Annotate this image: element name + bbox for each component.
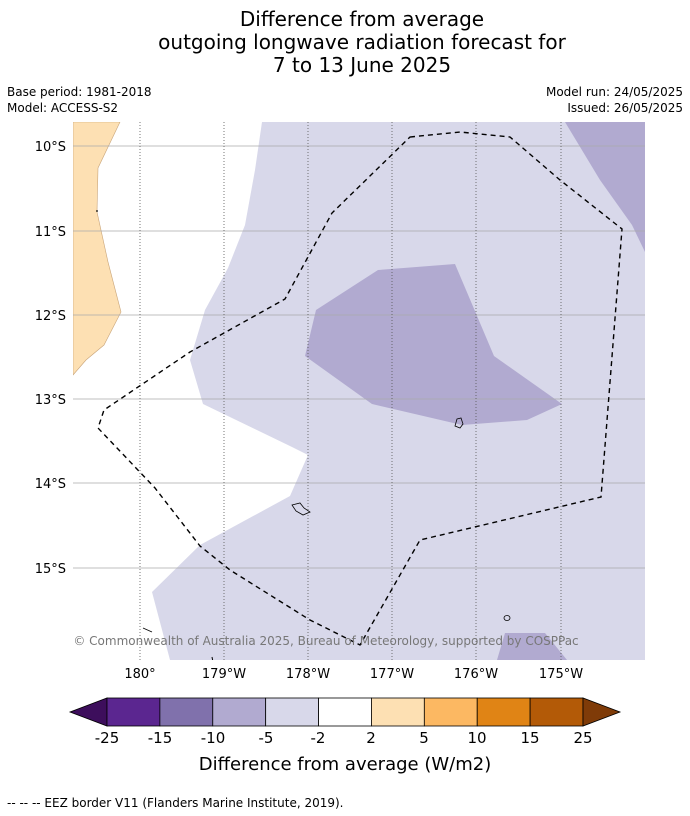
island-4 [142, 627, 153, 633]
attribution-text: © Commonwealth of Australia 2025, Bureau… [73, 634, 578, 648]
land-fiji [73, 122, 122, 376]
lon-label-177w: 177°W [370, 667, 414, 682]
colorbar-tick-15: 15 [520, 729, 539, 747]
colorbar-tick-labels: -25 -15 -10 -5 -2 2 5 10 15 25 [95, 729, 593, 747]
model-run: Model run: 24/05/2025 [545, 85, 683, 99]
island-1 [454, 417, 464, 429]
lon-label-175w: 175°W [539, 667, 583, 682]
issued-date: Issued: 26/05/2025 [567, 101, 683, 115]
title-line-2: outgoing longwave radiation forecast for [158, 30, 566, 54]
colorbar: -25 -15 -10 -5 -2 2 5 10 15 25 Differenc… [68, 697, 622, 775]
colorbar-segment-3 [265, 697, 319, 727]
colorbar-title: Difference from average (W/m2) [199, 754, 491, 775]
colorbar-segment-1 [159, 697, 214, 727]
colorbar-arrow-low [68, 697, 108, 727]
colorbar-tick-neg25: -25 [95, 729, 120, 747]
anomaly-region-medium-northeast [565, 122, 645, 252]
colorbar-segment-5 [371, 697, 425, 727]
colorbar-segment-7 [476, 697, 531, 727]
longitude-labels: 180° 179°W 178°W 177°W 176°W 175°W [124, 667, 583, 682]
lat-label-10s: 10°S [35, 140, 66, 155]
lat-label-11s: 11°S [35, 225, 66, 240]
island-2 [291, 502, 311, 516]
colorbar-tick-5: 5 [419, 729, 429, 747]
title-line-1: Difference from average [239, 7, 485, 31]
colorbar-segments [106, 697, 584, 727]
colorbar-segment-4 [318, 697, 372, 727]
colorbar-tick-neg5: -5 [259, 729, 274, 747]
island-5 [211, 656, 214, 660]
base-period: Base period: 1981-2018 [7, 85, 152, 99]
lat-label-12s: 12°S [35, 309, 66, 324]
lat-label-13s: 13°S [35, 393, 66, 408]
colorbar-segment-8 [529, 697, 584, 727]
lon-label-179w: 179°W [202, 667, 246, 682]
colorbar-segment-0 [106, 697, 161, 727]
colorbar-tick-neg2: -2 [311, 729, 326, 747]
island-6 [96, 210, 98, 212]
map-area: © Commonwealth of Australia 2025, Bureau… [73, 122, 645, 660]
model-name: Model: ACCESS-S2 [7, 101, 119, 115]
map-title: Difference from average outgoing longwav… [0, 8, 690, 77]
lat-label-15s: 15°S [35, 562, 66, 577]
lon-label-176w: 176°W [454, 667, 498, 682]
gridlines [73, 122, 645, 660]
lon-label-178w: 178°W [286, 667, 330, 682]
colorbar-tick-neg10: -10 [201, 729, 226, 747]
colorbar-arrow-high [582, 697, 622, 727]
lat-label-14s: 14°S [35, 477, 66, 492]
colorbar-tick-neg15: -15 [148, 729, 173, 747]
colorbar-segment-2 [212, 697, 267, 727]
eez-legend-note: -- -- -- EEZ border V11 (Flanders Marine… [7, 796, 344, 810]
eez-border [97, 131, 623, 646]
lon-label-180: 180° [124, 667, 155, 682]
anomaly-region-medium-southeast [497, 633, 567, 660]
meta-right: Model run: 24/05/2025 Issued: 26/05/2025 [546, 84, 683, 116]
anomaly-region-medium-central [305, 264, 562, 425]
latitude-labels: 10°S 11°S 12°S 13°S 14°S 15°S [35, 140, 66, 577]
colorbar-tick-10: 10 [467, 729, 486, 747]
colorbar-tick-2: 2 [366, 729, 376, 747]
title-line-3: 7 to 13 June 2025 [272, 53, 452, 77]
island-3 [503, 615, 511, 621]
colorbar-segment-6 [423, 697, 478, 727]
colorbar-tick-25: 25 [573, 729, 592, 747]
meta-left: Base period: 1981-2018 Model: ACCESS-S2 [7, 84, 152, 116]
